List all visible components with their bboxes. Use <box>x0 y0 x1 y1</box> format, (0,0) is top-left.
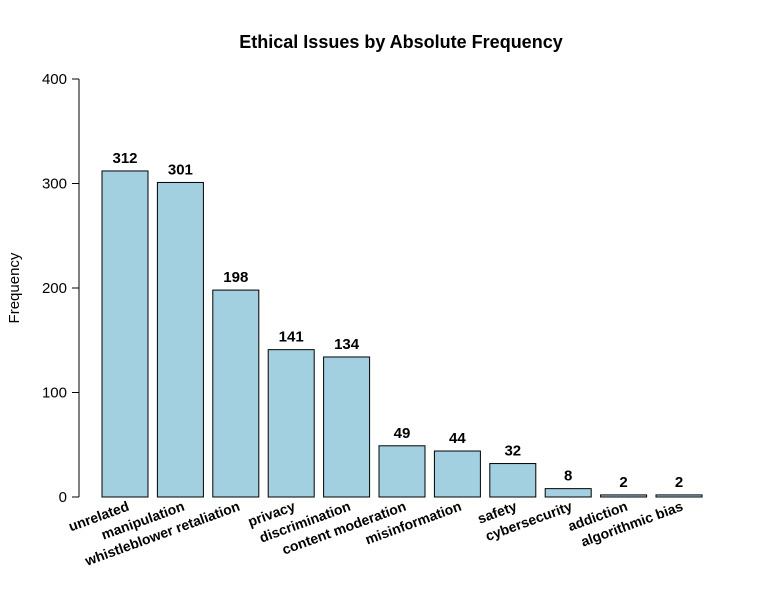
data-label: 8 <box>564 468 572 485</box>
bar <box>655 494 703 498</box>
bar <box>433 450 481 498</box>
bars <box>101 170 703 498</box>
data-label: 312 <box>112 150 137 167</box>
value-labels: 312 301 198 141 134 49 44 32 8 2 2 <box>112 150 683 491</box>
data-label: 2 <box>619 474 627 491</box>
y-axis: 0 100 200 300 400 <box>42 71 80 506</box>
bar <box>156 181 204 498</box>
y-tick-label: 200 <box>42 280 67 297</box>
data-label: 49 <box>394 425 411 442</box>
y-tick-label: 300 <box>42 176 67 193</box>
y-tick-label: 400 <box>42 71 67 88</box>
y-tick-label: 0 <box>59 489 67 506</box>
bar <box>267 349 315 498</box>
bar <box>600 494 648 498</box>
data-label: 141 <box>279 329 304 346</box>
y-axis-label: Frequency <box>6 252 23 323</box>
data-label: 301 <box>168 161 193 178</box>
chart-title: Ethical Issues by Absolute Frequency <box>239 32 562 52</box>
bar <box>489 463 537 498</box>
data-label: 44 <box>449 430 466 447</box>
bar <box>544 488 592 498</box>
y-tick-label: 100 <box>42 385 67 402</box>
bar <box>378 445 426 498</box>
data-label: 198 <box>223 269 248 286</box>
data-label: 32 <box>504 443 521 460</box>
bar <box>212 289 260 498</box>
data-label: 134 <box>334 336 360 353</box>
bar <box>323 356 371 498</box>
bar <box>101 170 149 498</box>
data-label: 2 <box>675 474 683 491</box>
